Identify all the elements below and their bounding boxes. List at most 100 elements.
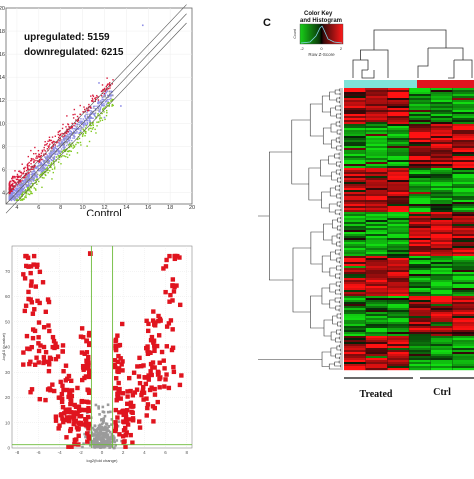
- heatmap-cell: [452, 170, 474, 173]
- scatter-point: [20, 191, 22, 194]
- row-dendrogram-branch: [339, 348, 343, 352]
- volcano-point-sig: [21, 350, 26, 355]
- heatmap-cell: [387, 332, 410, 335]
- volcano-point-sig: [29, 387, 35, 392]
- volcano-point-ns: [100, 418, 103, 422]
- scatter-point: [41, 177, 44, 179]
- scatter-point: [39, 173, 42, 176]
- scatter-point: [73, 127, 76, 130]
- heatmap-cell: [452, 330, 474, 333]
- heatmap-cell: [452, 226, 474, 229]
- volcano-point-ns: [110, 444, 113, 448]
- scatter-point: [56, 145, 59, 148]
- volcano-point-ns: [108, 446, 111, 449]
- scatter-point: [34, 174, 36, 176]
- scatter-point: [39, 168, 42, 170]
- scatter-point: [88, 103, 90, 106]
- heatmap-cell: [409, 258, 431, 261]
- heatmap-cell: [409, 272, 431, 275]
- heatmap-cell: [344, 124, 366, 127]
- scatter-point: [18, 194, 21, 197]
- scatter-point: [88, 121, 91, 123]
- row-dendrogram-branch: [330, 251, 337, 261]
- heatmap-cell: [452, 250, 474, 253]
- heatmap-cell: [344, 90, 366, 93]
- heatmap-cell: [344, 232, 366, 235]
- heatmap-cell: [430, 262, 453, 265]
- scatter-point: [82, 124, 85, 126]
- volcano-point-sig: [86, 388, 91, 393]
- heatmap-cell: [365, 220, 388, 223]
- volcano-point-sig: [60, 349, 65, 354]
- heatmap-cell: [430, 318, 453, 321]
- heatmap-cell: [387, 348, 410, 351]
- scatter-point: [25, 196, 27, 199]
- heatmap-cell: [344, 340, 366, 343]
- heatmap-cell: [344, 272, 366, 275]
- scatter-point: [106, 83, 109, 85]
- volcano-point-sig: [150, 404, 156, 409]
- volcano-point-ns: [99, 429, 102, 432]
- heatmap-cell: [344, 292, 366, 295]
- scatter-y-tick-label: 4: [2, 190, 5, 196]
- scatter-point: [57, 155, 60, 157]
- scatter-point: [30, 166, 32, 168]
- scatter-point: [108, 93, 111, 95]
- scatter-point: [40, 152, 43, 154]
- volcano-point-sig: [36, 360, 41, 365]
- scatter-point: [66, 115, 68, 117]
- heatmap-cell: [452, 106, 474, 109]
- scatter-point: [23, 181, 25, 184]
- heatmap-cell: [430, 152, 453, 155]
- scatter-point: [44, 144, 46, 146]
- scatter-y-tick-label: 6: [2, 167, 5, 173]
- scatter-point: [19, 180, 22, 183]
- heatmap-cell: [344, 190, 366, 193]
- scatter-point: [14, 185, 17, 187]
- scatter-point: [69, 141, 71, 144]
- heatmap-cell: [365, 118, 388, 121]
- volcano-point-sig: [68, 401, 73, 407]
- heatmap-cell: [409, 336, 431, 339]
- scatter-point: [52, 157, 54, 159]
- volcano-point-ns: [107, 438, 111, 442]
- scatter-point: [44, 169, 47, 171]
- row-dendrogram-branch: [340, 180, 343, 184]
- scatter-point: [31, 177, 33, 179]
- scatter-point: [94, 128, 96, 131]
- scatter-point: [57, 149, 60, 152]
- heatmap-cell: [344, 132, 366, 135]
- volcano-point-ns: [109, 440, 112, 443]
- scatter-point: [42, 169, 44, 171]
- scatter-point: [69, 133, 71, 135]
- scatter-point: [48, 160, 51, 163]
- heatmap-cell: [430, 248, 453, 251]
- volcano-point-sig: [113, 343, 118, 348]
- heatmap-cell: [344, 316, 366, 319]
- scatter-point: [46, 158, 48, 160]
- volcano-point-ns: [112, 440, 115, 443]
- heatmap-cell: [365, 206, 388, 209]
- scatter-point: [94, 97, 96, 99]
- heatmap-cell: [452, 270, 474, 273]
- volcano-point-sig: [117, 410, 122, 415]
- heatmap-cell: [430, 252, 453, 255]
- scatter-point: [21, 187, 23, 189]
- heatmap-cell: [344, 142, 366, 145]
- heatmap-cell: [409, 294, 431, 297]
- scatter-point: [105, 106, 107, 108]
- scatter-point: [24, 180, 27, 182]
- heatmap-cell: [365, 184, 388, 187]
- scatter-point: [61, 127, 64, 130]
- scatter-point: [78, 123, 80, 126]
- volcano-point-sig: [29, 300, 35, 305]
- scatter-point: [74, 125, 77, 127]
- scatter-point: [20, 190, 22, 193]
- heatmap-cell: [430, 222, 453, 225]
- heatmap-cell: [365, 104, 388, 107]
- heatmap-cell: [452, 212, 474, 215]
- scatter-point: [32, 166, 34, 168]
- scatter-point: [71, 139, 73, 142]
- heatmap-cell: [452, 306, 474, 309]
- heatmap-cell: [430, 274, 453, 277]
